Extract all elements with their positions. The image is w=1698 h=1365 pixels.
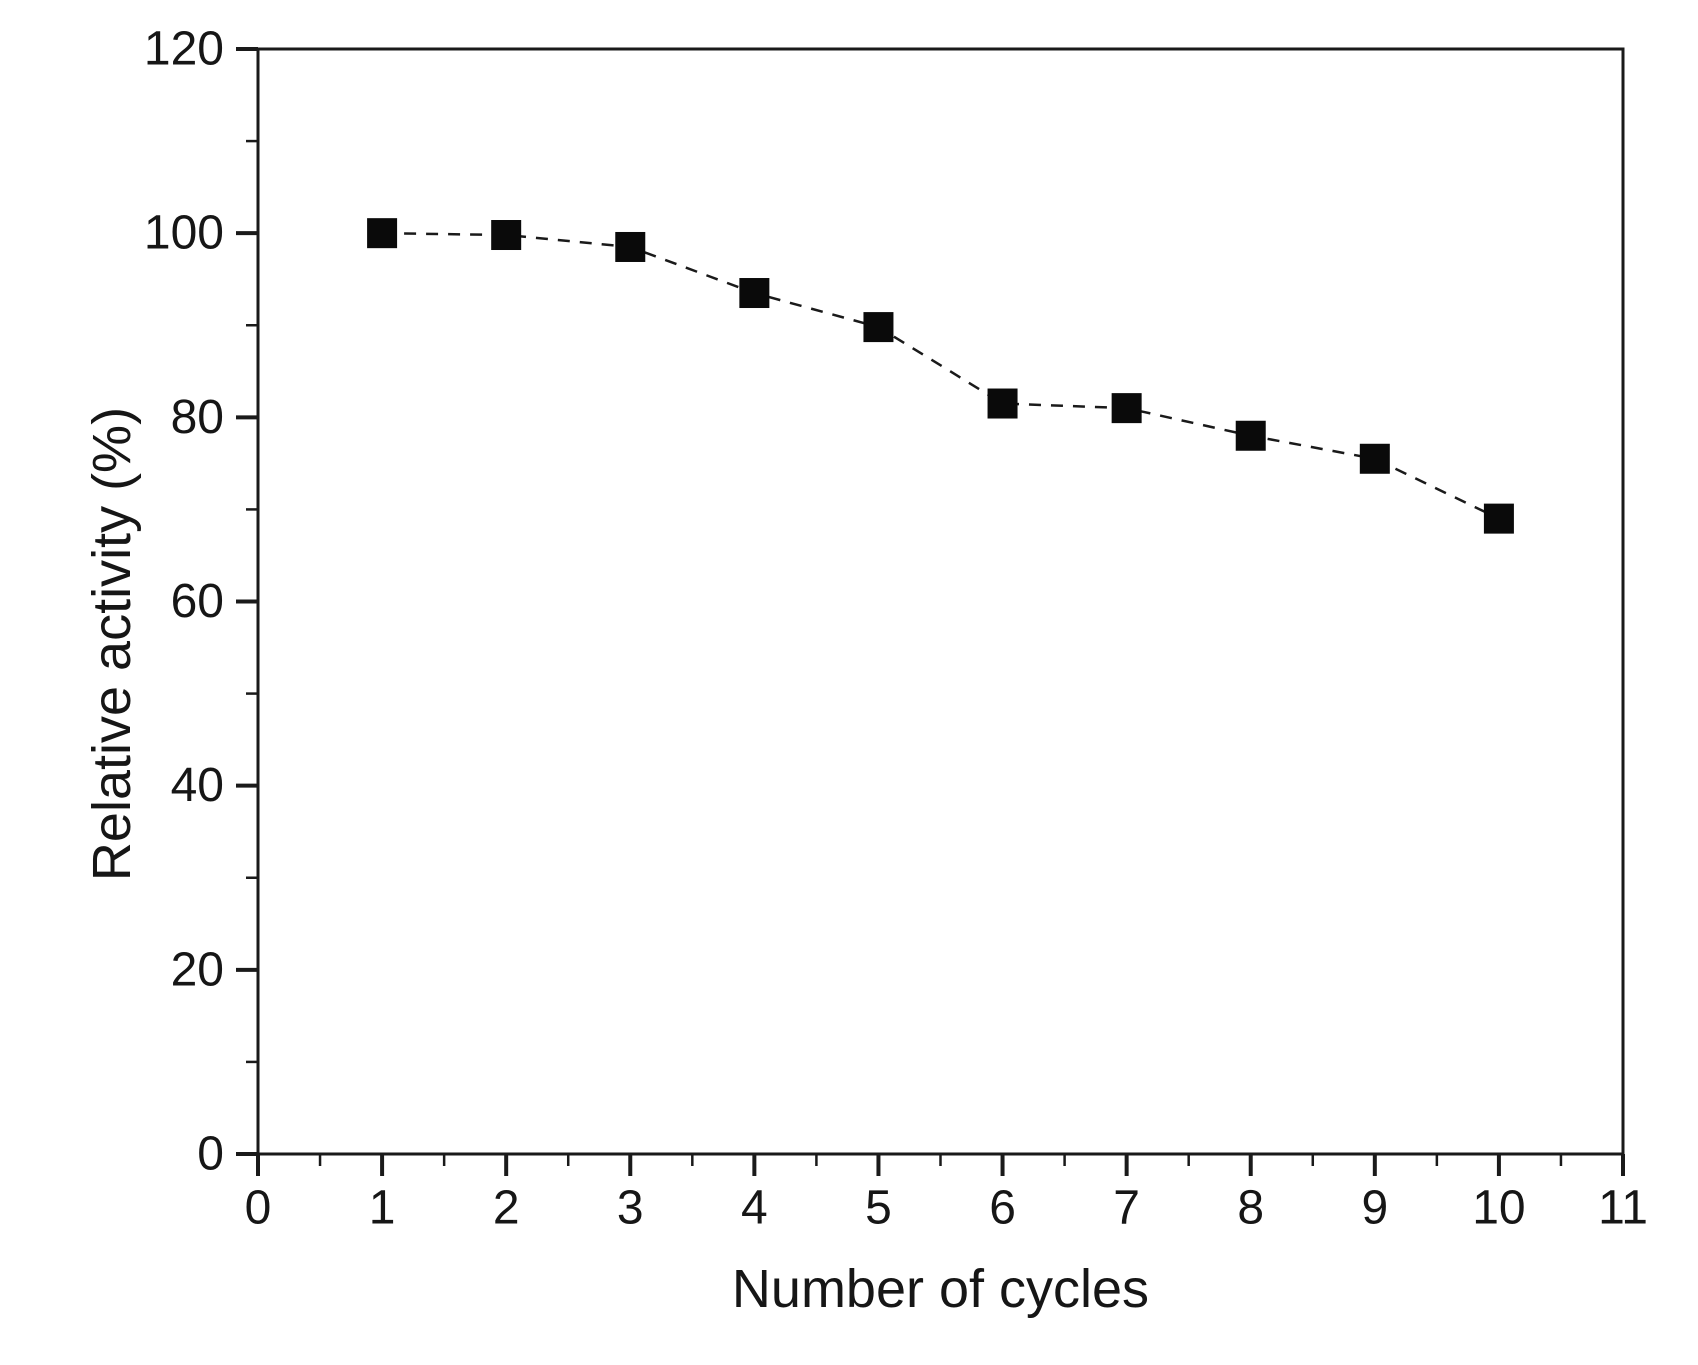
x-tick-label: 9 xyxy=(1361,1182,1388,1235)
x-tick-label: 0 xyxy=(245,1182,272,1235)
plot-frame xyxy=(256,47,1625,1156)
data-point-marker xyxy=(863,312,894,343)
data-point-marker xyxy=(1359,443,1390,474)
data-point-marker xyxy=(987,388,1018,419)
data-point-marker xyxy=(491,220,522,251)
data-point-marker xyxy=(739,278,770,309)
x-tick-label: 6 xyxy=(989,1182,1016,1235)
data-point-marker xyxy=(1483,503,1514,534)
x-tick-label: 3 xyxy=(617,1182,644,1235)
data-point-marker xyxy=(1111,393,1142,424)
y-tick-label: 100 xyxy=(144,207,224,260)
y-axis-title: Relative activity (%) xyxy=(82,406,142,882)
y-tick-label: 60 xyxy=(171,575,224,628)
x-tick-label: 1 xyxy=(369,1182,396,1235)
y-tick-label: 20 xyxy=(171,943,224,996)
x-tick-label: 11 xyxy=(1598,1182,1648,1235)
y-tick-label: 120 xyxy=(144,23,224,76)
x-tick-label: 8 xyxy=(1237,1182,1264,1235)
series-line xyxy=(382,231,1500,520)
x-tick-label: 5 xyxy=(865,1182,892,1235)
x-tick-label: 10 xyxy=(1472,1182,1525,1235)
x-tick-label: 7 xyxy=(1113,1182,1140,1235)
y-tick-label: 80 xyxy=(171,391,224,444)
x-tick-label: 4 xyxy=(741,1182,768,1235)
y-tick-label: 40 xyxy=(171,759,224,812)
x-axis-title: Number of cycles xyxy=(731,1259,1150,1319)
data-point-marker xyxy=(615,231,646,262)
y-tick-label: 0 xyxy=(197,1128,224,1181)
data-point-marker xyxy=(367,218,398,249)
x-tick-label: 2 xyxy=(493,1182,520,1235)
data-point-marker xyxy=(1235,420,1266,451)
